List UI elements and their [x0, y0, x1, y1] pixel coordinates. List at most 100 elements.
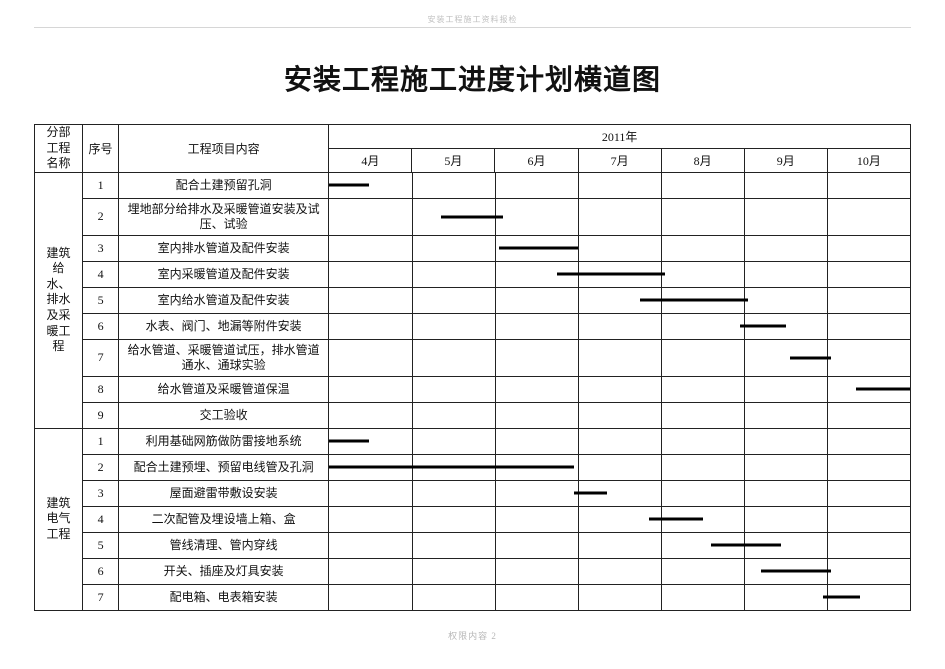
task-cell: 二次配管及埋设墙上箱、盒	[119, 506, 329, 532]
month-gridline	[827, 236, 828, 261]
task-cell: 配电箱、电表箱安装	[119, 584, 329, 610]
month-gridline	[495, 340, 496, 376]
gantt-bar	[823, 596, 860, 599]
month-gridline	[744, 429, 745, 454]
table-row: 5管线清理、管内穿线	[35, 532, 911, 558]
month-gridline	[661, 377, 662, 402]
month-gridline	[744, 481, 745, 506]
month-gridline	[661, 559, 662, 584]
gantt-bar	[640, 299, 748, 302]
task-cell: 室内排水管道及配件安装	[119, 235, 329, 261]
task-cell: 室内采暖管道及配件安装	[119, 261, 329, 287]
month-gridline	[495, 236, 496, 261]
seq-cell: 2	[83, 198, 119, 235]
task-cell: 室内给水管道及配件安装	[119, 287, 329, 313]
seq-cell: 3	[83, 480, 119, 506]
month-gridline	[827, 173, 828, 198]
task-cell: 配合土建预埋、预留电线管及孔洞	[119, 454, 329, 480]
month-header: 10月	[827, 148, 910, 172]
task-cell: 利用基础网筋做防雷接地系统	[119, 428, 329, 454]
month-gridline	[744, 585, 745, 610]
month-gridline	[661, 173, 662, 198]
seq-cell: 6	[83, 313, 119, 339]
month-gridline	[578, 507, 579, 532]
timeline-cell	[329, 584, 911, 610]
timeline-cell	[329, 376, 911, 402]
month-gridline	[578, 403, 579, 428]
seq-cell: 3	[83, 235, 119, 261]
month-gridline	[412, 288, 413, 313]
table-row: 7给水管道、采暖管道试压，排水管道通水、通球实验	[35, 339, 911, 376]
month-gridline	[661, 455, 662, 480]
timeline-cell	[329, 287, 911, 313]
timeline-cell	[329, 339, 911, 376]
month-gridline	[412, 236, 413, 261]
gantt-bar	[761, 570, 832, 573]
seq-cell: 4	[83, 261, 119, 287]
month-gridline	[827, 288, 828, 313]
month-header: 5月	[412, 148, 495, 172]
seq-cell: 7	[83, 339, 119, 376]
gantt-bar	[329, 440, 369, 443]
timeline-cell	[329, 558, 911, 584]
month-gridline	[495, 533, 496, 558]
page-title: 安装工程施工进度计划横道图	[34, 58, 911, 98]
month-gridline	[412, 507, 413, 532]
month-gridline	[412, 173, 413, 198]
month-gridline	[412, 429, 413, 454]
month-gridline	[578, 340, 579, 376]
month-gridline	[578, 429, 579, 454]
month-gridline	[661, 314, 662, 339]
table-row: 建筑电气工程1利用基础网筋做防雷接地系统	[35, 428, 911, 454]
table-row: 建筑给水、排水及采暖工程1配合土建预留孔洞	[35, 172, 911, 198]
month-gridline	[827, 455, 828, 480]
month-gridline	[827, 429, 828, 454]
month-gridline	[578, 455, 579, 480]
table-row: 5室内给水管道及配件安装	[35, 287, 911, 313]
month-gridline	[744, 340, 745, 376]
section-name: 建筑给水、排水及采暖工程	[35, 172, 83, 428]
month-gridline	[661, 199, 662, 235]
task-cell: 管线清理、管内穿线	[119, 532, 329, 558]
month-gridline	[495, 585, 496, 610]
gantt-bar	[441, 215, 503, 218]
month-gridline	[495, 288, 496, 313]
month-header: 8月	[661, 148, 744, 172]
section-name: 建筑电气工程	[35, 428, 83, 610]
task-cell: 交工验收	[119, 402, 329, 428]
month-gridline	[744, 403, 745, 428]
month-gridline	[744, 173, 745, 198]
seq-cell: 9	[83, 402, 119, 428]
table-row: 7配电箱、电表箱安装	[35, 584, 911, 610]
table-row: 3室内排水管道及配件安装	[35, 235, 911, 261]
month-gridline	[578, 377, 579, 402]
month-gridline	[412, 262, 413, 287]
month-header: 6月	[495, 148, 578, 172]
table-row: 2配合土建预埋、预留电线管及孔洞	[35, 454, 911, 480]
month-gridline	[827, 377, 828, 402]
month-gridline	[661, 533, 662, 558]
gantt-bar	[790, 356, 831, 359]
month-gridline	[578, 199, 579, 235]
seq-cell: 6	[83, 558, 119, 584]
gantt-table: 分部工程名称序号工程项目内容2011年4月5月6月7月8月9月10月建筑给水、排…	[34, 124, 911, 611]
timeline-cell	[329, 261, 911, 287]
month-gridline	[661, 340, 662, 376]
month-gridline	[412, 403, 413, 428]
month-header: 7月	[578, 148, 661, 172]
month-gridline	[578, 173, 579, 198]
gantt-bar	[856, 388, 910, 391]
timeline-cell	[329, 172, 911, 198]
month-gridline	[827, 533, 828, 558]
table-row: 3屋面避雷带敷设安装	[35, 480, 911, 506]
month-gridline	[412, 585, 413, 610]
gantt-bar	[649, 518, 703, 521]
month-gridline	[661, 429, 662, 454]
month-gridline	[827, 314, 828, 339]
seq-cell: 7	[83, 584, 119, 610]
gantt-bar	[329, 184, 369, 187]
month-gridline	[495, 314, 496, 339]
task-cell: 埋地部分给排水及采暖管道安装及试压、试验	[119, 198, 329, 235]
gantt-bar	[574, 492, 607, 495]
task-cell: 给水管道及采暖管道保温	[119, 376, 329, 402]
